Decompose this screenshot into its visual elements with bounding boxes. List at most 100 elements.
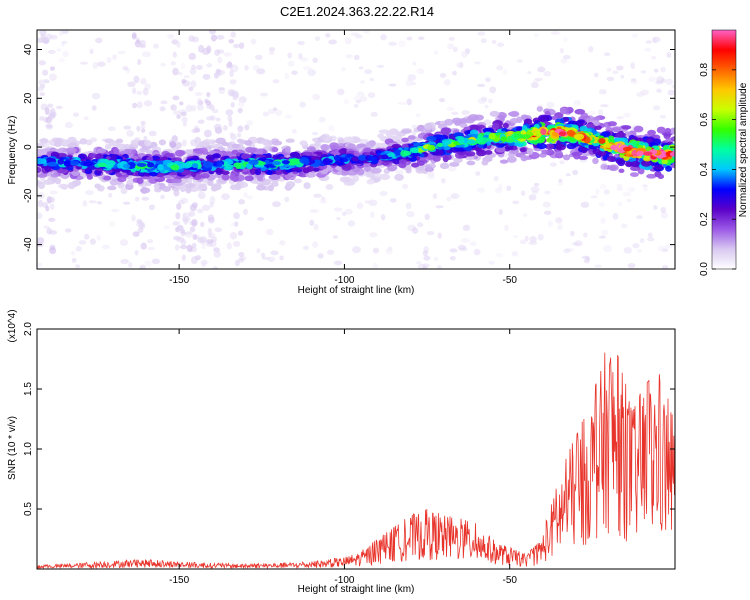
heatmap-cell xyxy=(543,210,552,215)
heatmap-cell xyxy=(141,196,150,201)
heatmap-cell xyxy=(534,77,543,81)
heatmap-cell xyxy=(37,180,43,185)
heatmap-cell xyxy=(498,208,503,215)
heatmap-cell xyxy=(629,172,639,177)
heatmap-cell xyxy=(484,104,489,109)
heatmap-cell xyxy=(480,38,487,44)
heatmap-cell xyxy=(210,34,217,42)
heatmap-cell xyxy=(542,201,551,208)
heatmap-cell xyxy=(546,101,555,109)
heatmap-cell xyxy=(391,143,402,149)
heatmap-cell xyxy=(212,108,219,114)
heatmap-cell xyxy=(120,258,129,265)
heatmap-cell xyxy=(176,114,181,119)
heatmap-cell xyxy=(437,232,442,239)
heatmap-cell xyxy=(197,98,203,106)
heatmap-cell xyxy=(138,222,146,230)
heatmap-cell xyxy=(167,33,175,40)
heatmap-cell xyxy=(656,126,666,134)
heatmap-cell xyxy=(477,31,486,36)
heatmap-cell xyxy=(394,173,404,181)
heatmap-cell xyxy=(191,218,198,227)
heatmap-cell xyxy=(451,117,463,125)
heatmap-cell xyxy=(37,262,43,267)
heatmap-cell xyxy=(226,242,232,250)
heatmap-cell xyxy=(524,235,529,242)
heatmap-cell xyxy=(132,231,140,237)
heatmap-cell xyxy=(447,165,457,172)
heatmap-cell xyxy=(664,244,673,249)
heatmap-cell xyxy=(181,254,187,261)
heatmap-cell xyxy=(311,131,319,136)
heatmap-cell xyxy=(174,149,185,157)
x-tick-label: -100 xyxy=(334,575,354,586)
heatmap-cell xyxy=(388,41,397,46)
heatmap-cell xyxy=(612,126,622,132)
heatmap-cell xyxy=(305,172,317,178)
heatmap-cell xyxy=(498,153,505,158)
heatmap-cell xyxy=(502,68,508,75)
heatmap-cell xyxy=(558,222,563,229)
heatmap-cell xyxy=(123,148,132,154)
heatmap-cell xyxy=(70,250,76,256)
heatmap-cell xyxy=(191,36,199,43)
heatmap-cell xyxy=(366,178,375,185)
heatmap-cell xyxy=(559,107,567,115)
heatmap-cell xyxy=(108,192,113,198)
heatmap-cell xyxy=(530,186,540,193)
heatmap-cell xyxy=(636,215,643,220)
heatmap-cell xyxy=(618,201,623,207)
heatmap-cell xyxy=(443,154,452,161)
x-tick-label: -150 xyxy=(169,575,189,586)
heatmap-cell xyxy=(550,31,560,35)
heatmap-cell xyxy=(543,71,552,77)
heatmap-cell xyxy=(441,178,446,184)
heatmap-cell xyxy=(660,66,666,73)
heatmap-cell xyxy=(272,79,280,84)
heatmap-cell xyxy=(484,150,493,155)
heatmap-cell xyxy=(261,252,266,258)
heatmap-cell xyxy=(406,36,413,41)
heatmap-cell xyxy=(61,40,68,45)
heatmap-cell xyxy=(245,163,252,169)
heatmap-cell xyxy=(499,159,509,164)
colorbar-tick-label: 0.2 xyxy=(699,212,710,226)
heatmap-cell xyxy=(148,130,157,137)
heatmap-cell xyxy=(616,131,624,139)
heatmap-cell xyxy=(122,201,131,205)
heatmap-cell xyxy=(663,132,671,140)
heatmap-cell xyxy=(131,214,136,222)
heatmap-cell xyxy=(91,92,101,100)
heatmap-cell xyxy=(381,154,389,160)
heatmap-cell xyxy=(657,173,665,180)
heatmap-cell xyxy=(640,70,647,74)
heatmap-cell xyxy=(502,122,509,129)
heatmap-cell xyxy=(379,191,388,196)
heatmap-cell xyxy=(541,149,549,155)
heatmap-cell xyxy=(627,186,636,193)
heatmap-cell xyxy=(215,117,221,122)
heatmap-cell xyxy=(196,64,203,71)
heatmap-cell xyxy=(229,173,236,181)
heatmap-cell xyxy=(239,42,245,49)
heatmap-cell xyxy=(200,173,210,179)
heatmap-cell xyxy=(136,177,144,184)
heatmap-cell xyxy=(636,150,644,157)
heatmap-cell xyxy=(435,205,444,209)
heatmap-cell xyxy=(660,211,668,219)
heatmap-cell xyxy=(141,145,152,150)
heatmap-cell xyxy=(96,201,103,205)
heatmap-cell xyxy=(180,62,186,69)
heatmap-cell xyxy=(332,235,339,239)
heatmap-cell xyxy=(117,50,127,55)
heatmap-cell xyxy=(214,227,223,233)
heatmap-cell xyxy=(412,61,417,66)
heatmap-cell xyxy=(645,40,653,44)
heatmap-cell xyxy=(449,248,458,253)
heatmap-cell xyxy=(313,193,322,198)
heatmap-cell xyxy=(665,78,673,85)
heatmap-cell xyxy=(350,32,360,37)
heatmap-cell xyxy=(652,105,661,111)
heatmap-cell xyxy=(96,170,102,175)
heatmap-cell xyxy=(62,139,69,147)
